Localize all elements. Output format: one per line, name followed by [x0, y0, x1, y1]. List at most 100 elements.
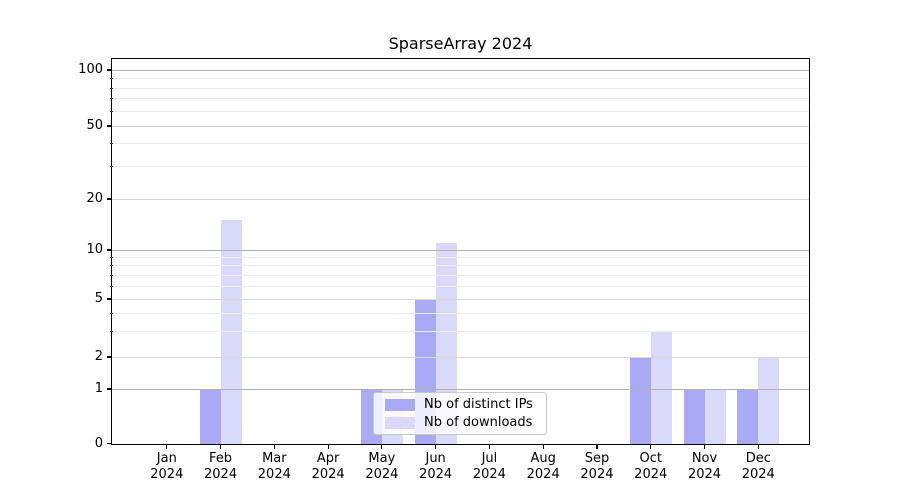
y-minor-tick-70 [109, 98, 113, 100]
gridline-90 [112, 78, 809, 79]
x-tick-label-jul: Jul 2024 [459, 451, 519, 483]
x-label-month: Apr [316, 451, 340, 466]
x-tick-label-jun: Jun 2024 [406, 451, 466, 483]
x-label-year: 2024 [150, 467, 184, 482]
y-tick-50 [107, 125, 112, 127]
gridline-60 [112, 110, 809, 112]
legend-swatch-distinct-ips [385, 398, 415, 411]
legend-swatch-downloads [385, 416, 415, 429]
legend-entry-distinct-ips: Nb of distinct IPs [385, 396, 546, 414]
x-label-year: 2024 [257, 467, 291, 482]
gridline-50 [112, 125, 809, 127]
x-label-month: Sep [584, 451, 610, 466]
x-label-month: Nov [691, 451, 718, 466]
bar-distinct-ips-oct [629, 357, 651, 444]
x-tick-may [381, 444, 383, 449]
legend-entry-downloads: Nb of downloads [385, 414, 546, 432]
x-tick-label-may: May 2024 [352, 451, 412, 483]
bar-distinct-ips-nov [683, 389, 705, 444]
bar-downloads-nov [704, 389, 726, 444]
x-label-year: 2024 [634, 467, 668, 482]
y-tick-label-2: 2 [94, 349, 103, 364]
x-label-year: 2024 [741, 467, 775, 482]
gridline-2 [112, 356, 809, 358]
x-tick-nov [703, 444, 706, 449]
x-label-year: 2024 [365, 467, 399, 482]
y-tick-label-0: 0 [94, 435, 103, 451]
y-tick-label-50: 50 [86, 118, 103, 133]
x-tick-oct [650, 444, 652, 449]
x-tick-label-feb: Feb 2024 [191, 451, 251, 483]
x-tick-jul [488, 444, 490, 449]
y-minor-tick-8 [109, 265, 113, 267]
y-minor-tick-4 [109, 312, 113, 314]
gridline-10 [112, 249, 809, 251]
gridline-3 [112, 330, 809, 332]
y-tick-label-100: 100 [78, 62, 103, 77]
x-label-month: Mar [262, 451, 287, 466]
gridline-100 [112, 69, 809, 71]
y-tick-100 [107, 69, 112, 71]
x-label-month: Oct [639, 451, 662, 466]
gridline-8 [112, 265, 809, 267]
x-label-month: Jul [481, 451, 498, 466]
gridline-9 [112, 256, 809, 258]
gridline-40 [112, 143, 809, 145]
gridline-1 [112, 388, 809, 390]
x-tick-label-dec: Dec 2024 [728, 451, 788, 483]
gridline-4 [112, 312, 809, 314]
gridline-80 [112, 87, 809, 89]
x-tick-jun [435, 444, 437, 449]
bar-distinct-ips-feb [199, 389, 221, 444]
y-tick-5 [107, 298, 112, 300]
chart-title: SparseArray 2024 [388, 34, 533, 53]
legend: Nb of distinct IPs Nb of downloads [373, 392, 547, 435]
bar-downloads-oct [650, 331, 672, 444]
legend-label-downloads: Nb of downloads [424, 415, 533, 430]
x-tick-mar [273, 444, 275, 449]
x-tick-aug [542, 444, 544, 449]
y-minor-tick-40 [109, 143, 113, 145]
x-tick-feb [219, 444, 222, 449]
y-tick-20 [107, 198, 112, 200]
y-minor-tick-9 [109, 257, 113, 258]
x-label-year: 2024 [580, 467, 614, 482]
gridline-5 [112, 298, 809, 300]
gridline-70 [112, 98, 809, 100]
gridline-7 [112, 274, 809, 276]
x-tick-label-oct: Oct 2024 [621, 451, 681, 483]
x-tick-label-nov: Nov 2024 [675, 451, 735, 483]
y-minor-tick-90 [109, 78, 113, 79]
legend-label-distinct-ips: Nb of distinct IPs [424, 397, 533, 412]
x-label-month: Jun [425, 451, 446, 466]
x-label-year: 2024 [526, 467, 560, 482]
bar-downloads-feb [220, 220, 242, 444]
bar-downloads-dec [758, 357, 780, 444]
y-tick-label-1: 1 [94, 381, 103, 396]
x-tick-label-sep: Sep 2024 [567, 451, 627, 483]
gridline-6 [112, 285, 809, 287]
y-minor-tick-60 [109, 110, 113, 112]
y-minor-tick-30 [109, 166, 113, 168]
y-minor-tick-80 [109, 87, 113, 89]
x-label-year: 2024 [687, 467, 722, 482]
y-tick-label-10: 10 [86, 242, 103, 257]
x-label-month: Dec [745, 451, 771, 466]
x-tick-apr [327, 444, 329, 449]
x-label-year: 2024 [311, 467, 345, 482]
x-label-month: Aug [530, 451, 556, 466]
y-minor-tick-6 [109, 285, 113, 287]
x-tick-label-mar: Mar 2024 [244, 451, 304, 483]
y-tick-0 [107, 442, 112, 445]
x-tick-label-aug: Aug 2024 [513, 451, 573, 483]
x-tick-label-jan: Jan 2024 [137, 451, 197, 483]
x-tick-dec [757, 444, 759, 449]
y-tick-1 [107, 388, 112, 390]
y-minor-tick-3 [109, 330, 113, 332]
y-minor-tick-7 [109, 274, 113, 276]
gridline-20 [112, 198, 809, 200]
y-tick-label-20: 20 [86, 191, 103, 206]
plot-area [112, 59, 809, 444]
x-label-month: Feb [209, 451, 233, 466]
